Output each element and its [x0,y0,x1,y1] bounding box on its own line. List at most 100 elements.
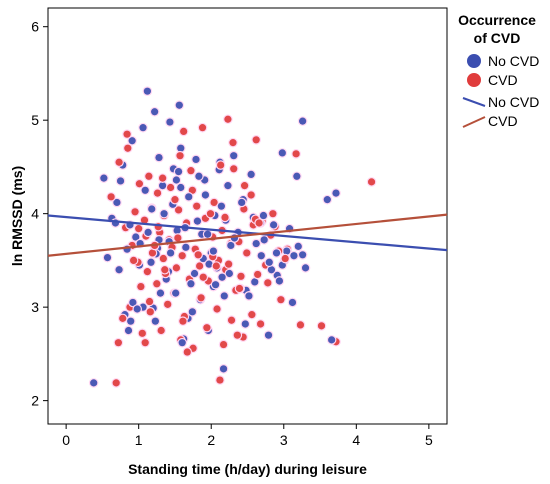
data-point-cvd [131,208,139,216]
legend-marker-no-cvd [467,54,481,68]
data-point-no-cvd [219,365,228,373]
data-point-cvd [174,206,183,214]
data-point-cvd [217,161,225,169]
data-point-cvd [171,196,179,204]
data-point-no-cvd [144,228,152,236]
data-point-cvd [210,198,218,207]
data-point-cvd [235,284,244,293]
data-point-no-cvd [293,172,301,180]
data-point-cvd [317,322,326,330]
data-point-no-cvd [115,266,123,274]
data-point-no-cvd [218,273,226,281]
data-point-no-cvd [301,264,310,272]
data-point-cvd [115,158,123,166]
data-point-cvd [119,314,127,322]
data-point-no-cvd [267,266,276,274]
x-tick-label: 1 [135,432,143,448]
data-point-no-cvd [148,205,156,213]
data-point-cvd [161,266,169,274]
data-point-cvd [135,180,144,188]
data-point-no-cvd [139,124,147,132]
data-point-no-cvd [103,254,112,262]
data-point-no-cvd [201,191,210,199]
legend-title-line1: Occurrence [458,12,536,28]
data-point-cvd [281,254,289,263]
data-point-cvd [176,152,184,160]
data-point-cvd [146,308,154,316]
y-tick-label: 5 [31,112,39,128]
data-point-cvd [107,193,115,201]
y-tick-label: 4 [31,206,39,222]
data-point-cvd [230,165,238,173]
data-point-cvd [219,340,228,349]
data-point-cvd [174,234,182,242]
x-tick-label: 2 [207,432,215,448]
fit-line-no-cvd [47,214,448,252]
data-point-no-cvd [252,239,260,248]
fit-lines-layer [47,213,448,257]
data-point-no-cvd [141,186,149,194]
data-point-cvd [187,167,195,175]
data-point-cvd [233,331,241,339]
data-point-no-cvd [259,211,268,220]
data-point-cvd [269,210,277,218]
data-point-no-cvd [155,153,163,162]
data-point-cvd [114,339,122,347]
data-point-no-cvd [167,249,175,257]
legend-label-no-cvd-line: No CVD [488,94,539,110]
data-point-no-cvd [177,183,185,192]
data-point-no-cvd [205,260,213,268]
y-tick-label: 3 [31,299,39,315]
data-point-no-cvd [100,174,108,182]
y-tick-label: 2 [31,393,39,409]
data-point-no-cvd [143,87,151,95]
data-point-cvd [135,225,143,233]
data-point-no-cvd [166,118,174,126]
data-point-no-cvd [172,289,180,297]
data-point-no-cvd [328,336,336,344]
data-point-no-cvd [147,258,155,266]
data-point-no-cvd [195,172,203,180]
x-tick-label: 4 [352,432,360,448]
data-point-no-cvd [272,249,281,257]
data-point-cvd [255,219,263,227]
data-point-no-cvd [129,298,137,307]
data-point-cvd [172,264,181,272]
legend-title-line2: of CVD [474,30,521,46]
y-axis-title: ln RMSSD (ms) [9,166,25,266]
legend: Occurrence of CVD No CVD CVD No CVD CVD [458,12,539,129]
data-point-cvd [247,191,255,199]
legend-line-no-cvd [462,97,486,107]
data-point-no-cvd [151,317,159,325]
data-point-cvd [237,272,245,280]
data-point-no-cvd [174,167,183,176]
data-point-no-cvd [225,269,233,278]
data-point-no-cvd [188,308,196,316]
data-point-cvd [141,339,149,347]
legend-line-cvd [462,116,486,128]
data-point-cvd [140,216,149,224]
data-point-no-cvd [127,317,135,325]
data-point-no-cvd [275,277,284,285]
data-point-cvd [130,256,138,265]
data-point-no-cvd [113,198,121,207]
data-point-cvd [123,130,131,138]
data-point-no-cvd [332,189,340,197]
data-point-cvd [206,210,215,218]
fit-line-cvd [47,213,448,257]
data-point-cvd [296,321,305,329]
data-point-cvd [157,326,165,335]
data-point-cvd [153,280,161,288]
data-point-no-cvd [270,221,278,229]
data-point-cvd [198,124,207,132]
data-point-cvd [292,150,300,158]
data-point-no-cvd [247,170,255,178]
data-point-no-cvd [217,202,225,210]
data-point-cvd [196,262,204,270]
data-point-no-cvd [182,243,190,251]
data-point-no-cvd [156,289,165,297]
data-point-no-cvd [224,182,232,190]
data-point-no-cvd [177,144,185,152]
y-axis: 2 3 4 5 6 [31,19,48,409]
data-point-no-cvd [290,252,298,260]
